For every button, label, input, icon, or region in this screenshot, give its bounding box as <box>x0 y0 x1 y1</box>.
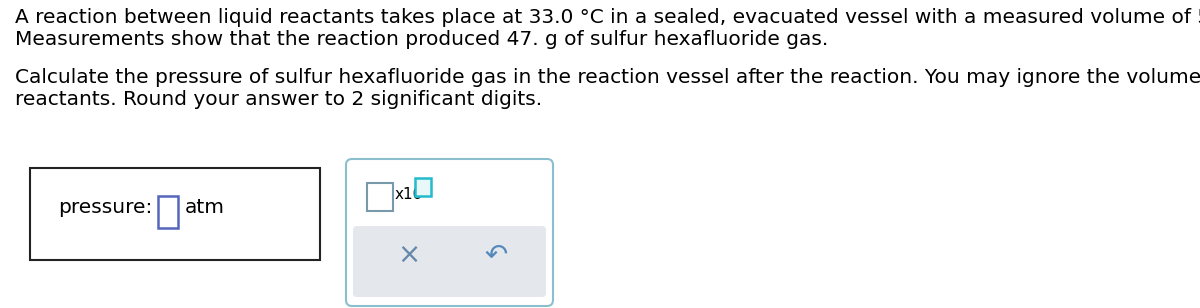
Bar <box>415 178 431 196</box>
Text: reactants. Round your answer to 2 significant digits.: reactants. Round your answer to 2 signif… <box>14 90 542 109</box>
Text: atm: atm <box>185 198 226 217</box>
Text: pressure:: pressure: <box>58 198 152 217</box>
Text: A reaction between liquid reactants takes place at 33.0 °C in a sealed, evacuate: A reaction between liquid reactants take… <box>14 8 1200 27</box>
Bar <box>30 168 320 260</box>
Text: ×: × <box>397 241 420 269</box>
FancyBboxPatch shape <box>346 159 553 306</box>
Bar <box>367 183 394 211</box>
Text: ↶: ↶ <box>484 241 508 269</box>
Text: x10: x10 <box>395 187 424 202</box>
Text: Measurements show that the reaction produced 47. g of sulfur hexafluoride gas.: Measurements show that the reaction prod… <box>14 30 828 49</box>
FancyBboxPatch shape <box>353 226 546 297</box>
Bar <box>158 196 178 228</box>
Text: Calculate the pressure of sulfur hexafluoride gas in the reaction vessel after t: Calculate the pressure of sulfur hexaflu… <box>14 68 1200 87</box>
